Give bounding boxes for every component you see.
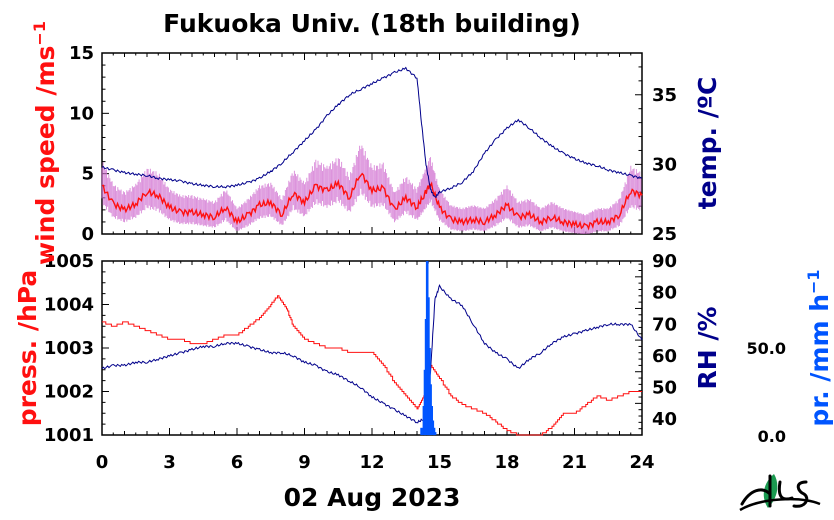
left-tick-label: 5	[81, 164, 94, 185]
axis-ticks	[101, 52, 643, 436]
x-tick-label: 24	[629, 452, 654, 473]
wind-axis-label: wind speed /ms−1	[30, 21, 60, 265]
x-tick-label: 3	[163, 452, 176, 473]
left-tick-label: 1004	[44, 295, 94, 316]
data-series	[101, 66, 643, 436]
right-tick-label: 25	[652, 224, 677, 245]
x-tick-label: 12	[359, 452, 384, 473]
pressure-axis-label: press. /hPa	[13, 270, 42, 427]
precip-bar	[433, 432, 437, 435]
rh-axis-label: RH /%	[693, 306, 722, 389]
precip-bar	[431, 420, 435, 435]
right-tick-label: 70	[652, 314, 677, 335]
temp-axis-label: temp. /ºC	[693, 77, 722, 210]
right-tick-label: 50	[652, 378, 677, 399]
precip-tick-label: 0.0	[758, 427, 786, 446]
humidity-series	[101, 284, 643, 424]
wind-speed-series	[101, 172, 643, 231]
right-tick-label: 40	[652, 409, 677, 430]
x-tick-label: 0	[96, 452, 109, 473]
precip-axis-label: pr. /mm h−1	[804, 269, 834, 426]
x-tick-label: 9	[298, 452, 311, 473]
bottom-panel-frame	[101, 260, 643, 436]
x-tick-label: 21	[562, 452, 587, 473]
chart-title: Fukuoka Univ. (18th building)	[163, 9, 581, 38]
temperature-series	[101, 66, 643, 198]
precip-bar	[432, 427, 436, 436]
tick-labels: 0 3 6 9 12 15 18 21 24 0 5 10 15 25 30 35 1001 1002 1003 10…	[44, 43, 786, 473]
left-tick-label: 1005	[44, 251, 94, 272]
left-tick-label: 1001	[44, 425, 94, 446]
x-tick-label: 15	[427, 452, 452, 473]
x-tick-label: 6	[231, 452, 244, 473]
right-tick-label: 90	[652, 251, 677, 272]
right-tick-label: 30	[652, 154, 677, 175]
left-tick-label: 1003	[44, 338, 94, 359]
right-tick-label: 80	[652, 283, 677, 304]
x-tick-label: 18	[494, 452, 519, 473]
right-tick-label: 35	[652, 85, 677, 106]
logo-swoosh	[740, 474, 809, 508]
date-label: 02 Aug 2023	[284, 483, 461, 512]
left-tick-label: 1002	[44, 382, 94, 403]
left-tick-label: 0	[81, 224, 94, 245]
precip-tick-label: 50.0	[747, 339, 786, 358]
left-tick-label: 10	[69, 103, 94, 124]
pressure-series	[102, 295, 642, 436]
left-tick-label: 15	[69, 43, 94, 64]
right-tick-label: 60	[652, 346, 677, 367]
precip-bar	[420, 427, 423, 436]
iles-logo	[739, 474, 821, 512]
